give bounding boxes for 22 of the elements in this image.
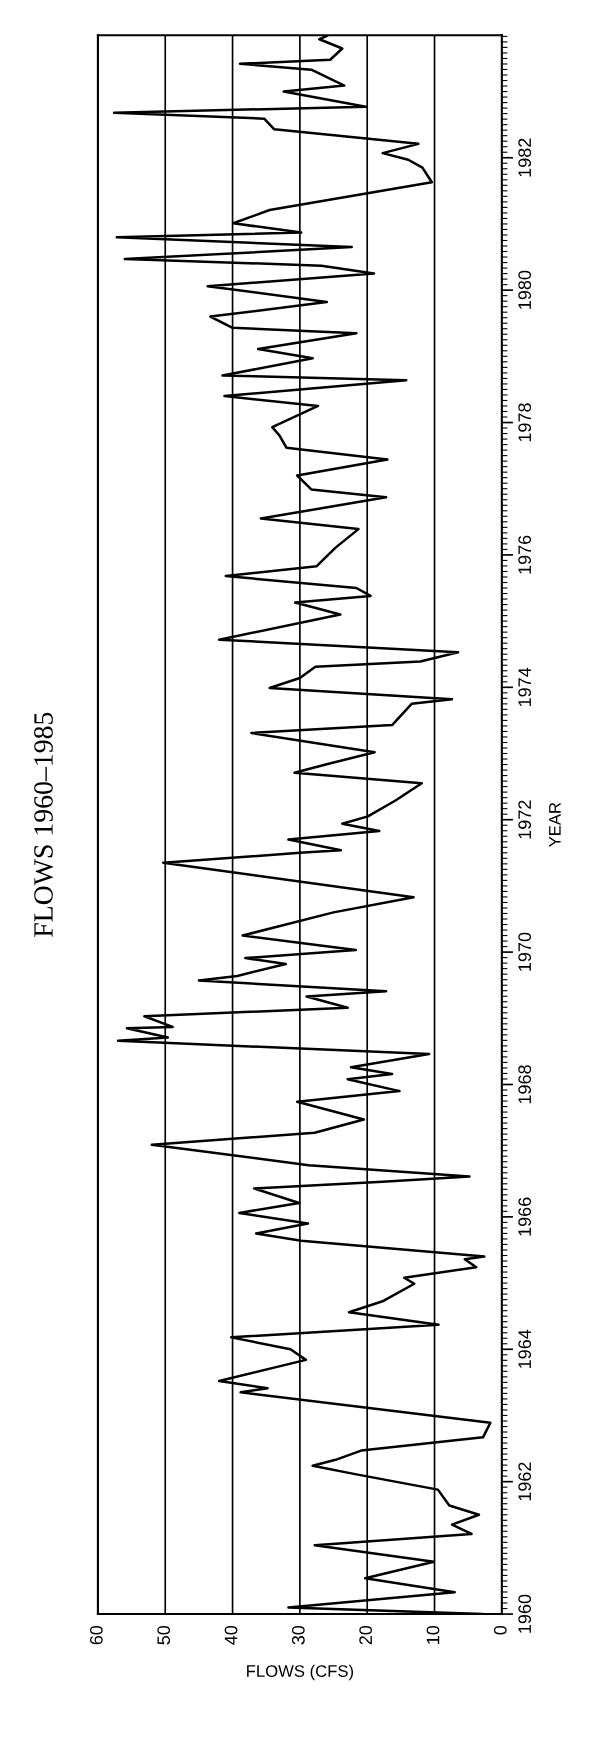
y-tick-label: 1976 (518, 535, 532, 574)
y-tick-label: 1968 (518, 1065, 532, 1104)
x-tick-label: 50 (157, 1625, 171, 1645)
y-tick-label: 1964 (518, 1329, 532, 1368)
y-tick-label: 1972 (518, 800, 532, 839)
x-axis-title: FLOWS (CFS) (247, 1664, 354, 1681)
y-tick-label: 1974 (518, 667, 532, 707)
x-tick-label: 40 (224, 1625, 238, 1645)
y-tick-label: 1960 (518, 1594, 532, 1633)
x-tick-label: 10 (426, 1625, 440, 1644)
y-tick-label: 1982 (518, 138, 532, 177)
x-tick-label: 0 (493, 1625, 507, 1635)
text: FLOWS 1960–1985 (34, 712, 53, 937)
y-tick-label: 1962 (518, 1462, 532, 1501)
y-tick-label: 1980 (518, 270, 532, 309)
x-tick-label: 20 (359, 1625, 373, 1645)
y-tick-label: 1970 (518, 932, 532, 971)
y-tick-label: 1978 (518, 403, 532, 442)
x-tick-label: 30 (291, 1625, 305, 1645)
y-axis-title: YEAR (549, 802, 561, 847)
x-tick-label: 60 (89, 1625, 103, 1645)
y-tick-label: 1966 (518, 1197, 532, 1236)
